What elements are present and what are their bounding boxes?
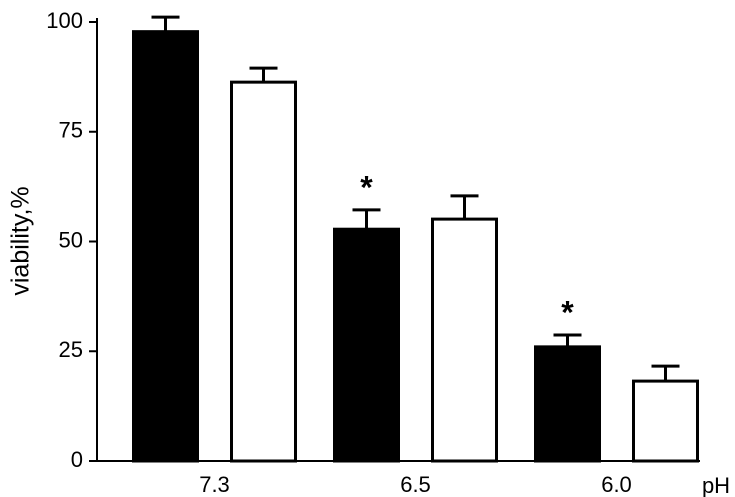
error-bar bbox=[352, 208, 381, 230]
y-tick-label: 50 bbox=[59, 227, 83, 252]
y-tick-label: 25 bbox=[59, 337, 83, 362]
x-tick-label: 6.0 bbox=[601, 472, 632, 497]
bar bbox=[132, 30, 199, 463]
error-bar bbox=[553, 333, 582, 347]
bar bbox=[230, 80, 297, 463]
bar bbox=[333, 227, 400, 463]
bar bbox=[534, 345, 601, 463]
y-tick-label: 75 bbox=[59, 118, 83, 143]
significance-marker: * bbox=[561, 294, 574, 330]
bar bbox=[632, 379, 699, 463]
significance-marker: * bbox=[360, 169, 373, 205]
error-bar bbox=[249, 66, 278, 83]
y-tick-label: 100 bbox=[46, 8, 83, 33]
error-bar bbox=[651, 364, 680, 382]
x-axis-label: pH bbox=[702, 473, 730, 497]
error-bar bbox=[151, 15, 180, 32]
y-tick-label: 0 bbox=[71, 447, 83, 472]
bar bbox=[431, 217, 498, 463]
x-tick-label: 6.5 bbox=[400, 472, 431, 497]
y-axis-label: viability,% bbox=[7, 186, 35, 295]
x-tick-label: 7.3 bbox=[199, 472, 230, 497]
error-bar bbox=[450, 194, 479, 220]
